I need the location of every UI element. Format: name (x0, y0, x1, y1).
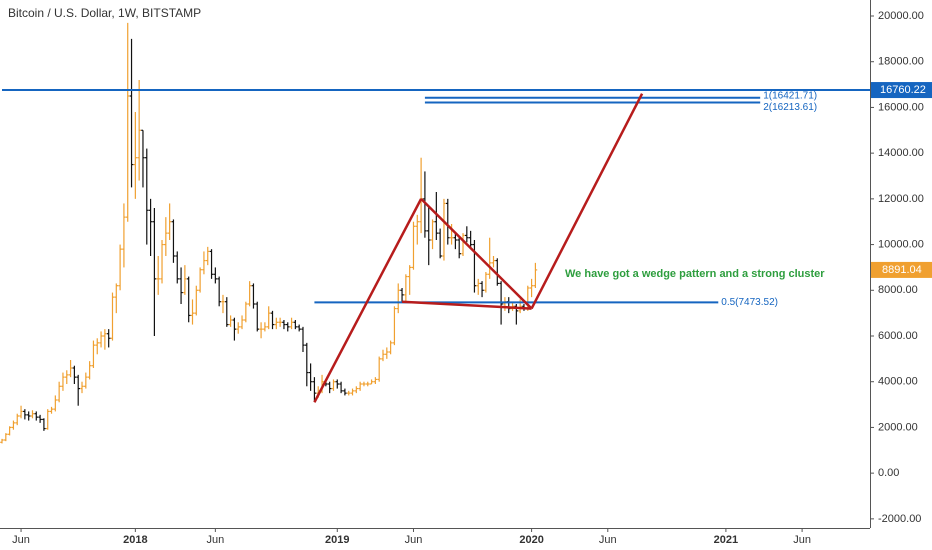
y-tick-label: -2000.00 (878, 513, 921, 525)
x-tick-label: 2021 (714, 534, 738, 546)
y-tick-label: 16000.00 (878, 101, 924, 113)
y-tick-label: 8000.00 (878, 284, 918, 296)
price-tag-label: 16760.22 (880, 84, 926, 96)
last-price-label: 8891.04 (882, 264, 922, 276)
y-tick-label: 14000.00 (878, 147, 924, 159)
level-label: 0.5(7473.52) (721, 297, 778, 308)
x-tick-label: Jun (599, 534, 617, 546)
trend-line (530, 93, 644, 310)
level-label: 1(16421.71) (763, 90, 817, 101)
y-tick-label: 6000.00 (878, 330, 918, 342)
annotation: We have got a wedge pattern and a strong… (565, 268, 825, 280)
trend-line (313, 198, 423, 403)
chart-title: Bitcoin / U.S. Dollar, 1W, BITSTAMP (8, 6, 201, 20)
y-tick-label: 0.00 (878, 467, 899, 479)
y-tick-label: 4000.00 (878, 376, 918, 388)
y-tick-label: 12000.00 (878, 193, 924, 205)
x-tick-label: Jun (206, 534, 224, 546)
x-tick-label: 2019 (325, 534, 349, 546)
x-tick-label: Jun (793, 534, 811, 546)
price-tag (871, 82, 932, 99)
trend-line (401, 300, 532, 310)
y-tick-label: 20000.00 (878, 10, 924, 22)
x-tick-label: Jun (12, 534, 30, 546)
x-tick-label: 2018 (123, 534, 147, 546)
y-tick-label: 2000.00 (878, 421, 918, 433)
level-label: 2(16213.61) (763, 102, 817, 113)
x-tick-label: Jun (405, 534, 423, 546)
trend-line (420, 197, 533, 310)
last-price-tag (871, 261, 932, 278)
y-tick-label: 10000.00 (878, 238, 924, 250)
x-tick-label: 2020 (519, 534, 543, 546)
y-tick-label: 18000.00 (878, 56, 924, 68)
